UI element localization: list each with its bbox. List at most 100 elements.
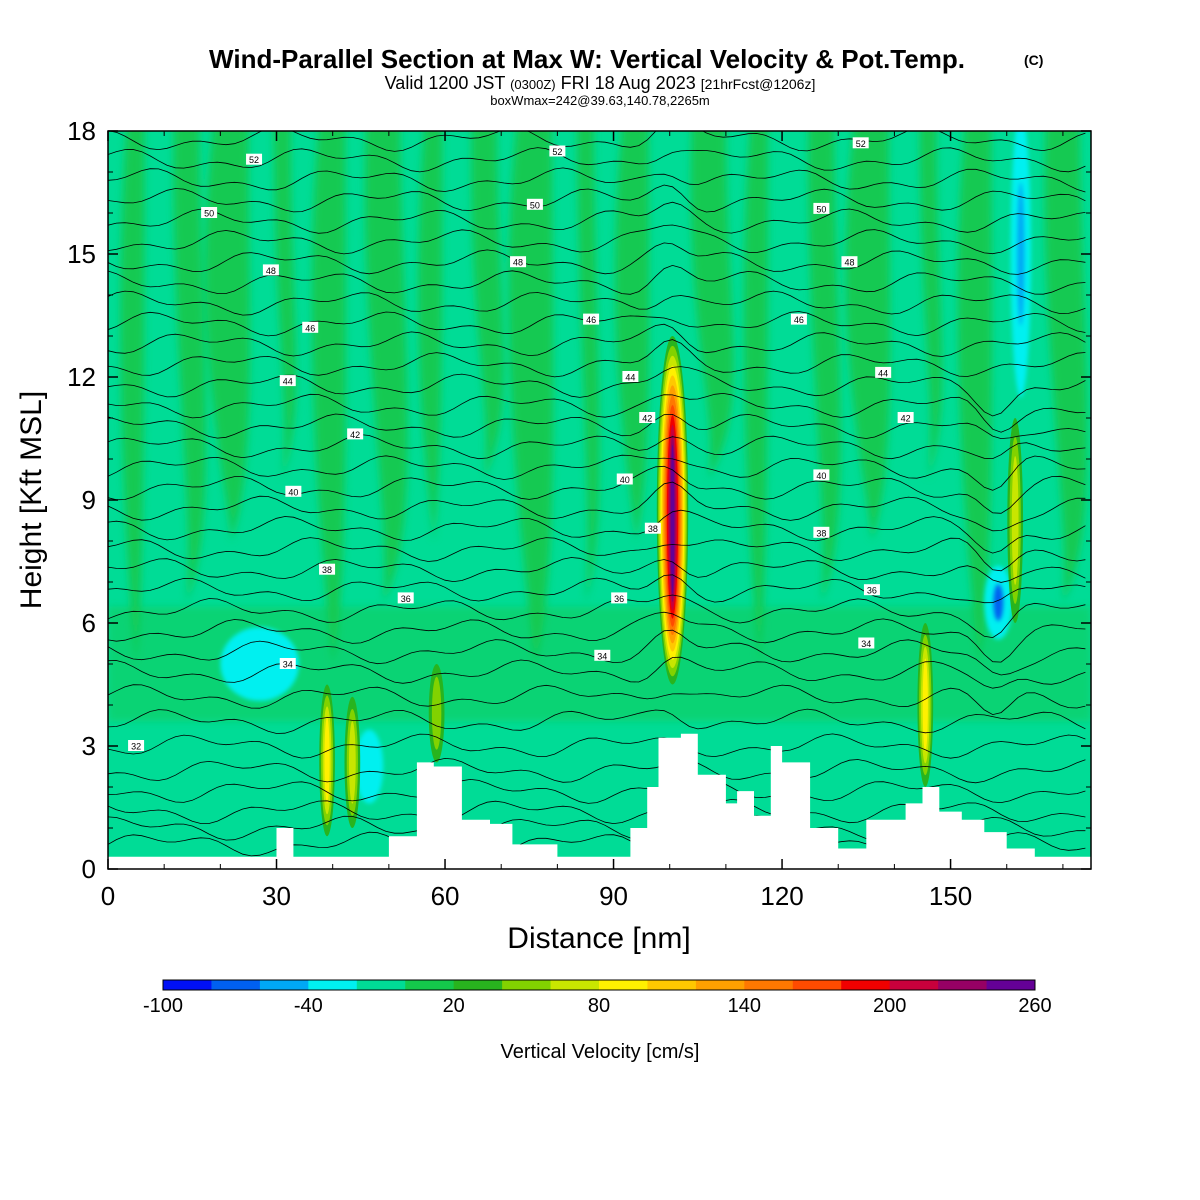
theta-label-box — [622, 371, 639, 382]
theta-label-text: 44 — [878, 368, 888, 378]
updraft-level — [670, 444, 675, 594]
x-tick: 0 — [101, 131, 115, 911]
theta-label-text: 36 — [867, 586, 877, 596]
colorbar-swatch — [550, 980, 600, 990]
theta-contour — [108, 413, 1086, 440]
theta-contour — [108, 339, 1086, 378]
plot-background — [108, 131, 1091, 869]
theta-contour — [108, 454, 1086, 491]
y-tick-label: 6 — [82, 608, 96, 638]
colorbar-swatch — [986, 980, 1036, 990]
theta-contour-label: 50 — [813, 202, 830, 214]
theta-label-text: 52 — [249, 155, 259, 165]
terrain — [108, 733, 1091, 869]
downdraft-core — [245, 645, 274, 683]
theta-label-box — [852, 137, 869, 149]
theta-label-text: 50 — [204, 209, 214, 219]
x-axis-label: Distance [nm] — [507, 922, 690, 955]
theta-contour — [108, 509, 1086, 554]
theta-label-text: 50 — [530, 200, 540, 210]
theta-label-box — [279, 375, 296, 387]
theta-label-text: 46 — [794, 315, 804, 325]
theta-contour — [108, 611, 1086, 663]
theta-contour-label: 34 — [594, 649, 611, 661]
theta-contour-label: 42 — [347, 428, 364, 440]
theta-label-text: 38 — [648, 524, 658, 534]
theta-label-box — [790, 313, 807, 325]
theta-label-text: 42 — [642, 414, 652, 424]
downdraft-core — [364, 748, 375, 785]
theta-label-box — [347, 428, 364, 440]
x-tick-label: 120 — [760, 881, 803, 911]
theta-label-box — [875, 366, 892, 378]
theta-contour-label: 40 — [285, 485, 302, 497]
theta-label-box — [863, 584, 880, 596]
y-axis-label: Height [Kft MSL] — [15, 391, 48, 609]
colorbar-swatch — [695, 980, 745, 990]
y-tick: 15 — [67, 239, 1091, 269]
theta-label-text: 52 — [856, 139, 866, 149]
colorbar-tick-label: -100 — [143, 995, 183, 1017]
subtitle-date: FRI 18 Aug 2023 — [561, 73, 696, 93]
colorbar-tick-label: 80 — [588, 995, 610, 1017]
colorbar-tick-label: -40 — [294, 995, 323, 1017]
green-band — [173, 131, 206, 603]
colorbar-swatch — [938, 980, 988, 990]
theta-label-text: 48 — [844, 258, 854, 268]
green-band — [957, 131, 992, 664]
theta-contour — [108, 684, 1086, 716]
theta-contour — [108, 184, 1086, 213]
theta-contour-label: 48 — [262, 264, 279, 276]
theta-contour — [108, 366, 1086, 417]
colorbar-swatch — [405, 980, 455, 990]
theta-label-text: 40 — [620, 475, 630, 485]
theta-label-box — [510, 256, 527, 268]
colorbar-swatch — [308, 980, 358, 990]
downdraft-core — [993, 584, 1004, 621]
green-band — [690, 131, 734, 480]
theta-label-text: 46 — [305, 323, 315, 333]
colorbar-tick-label: 20 — [443, 995, 465, 1017]
theta-label-box — [616, 473, 633, 485]
theta-contour-label: 46 — [583, 313, 600, 325]
theta-contour-label: 36 — [611, 592, 628, 604]
x-axis: 0 30 60 90 120 150 — [101, 131, 1064, 911]
green-band — [808, 131, 841, 603]
theta-label-text: 50 — [816, 204, 826, 214]
y-tick-label: 18 — [67, 116, 96, 146]
theta-contour-label: 52 — [852, 137, 869, 149]
subtitle-forecast: [21hrFcst@1206z] — [701, 76, 816, 92]
theta-contour — [108, 290, 1086, 316]
downdraft-core — [1017, 182, 1025, 326]
theta-label-box — [813, 526, 830, 538]
theta-label-text: 36 — [614, 594, 624, 604]
x-tick-label: 150 — [929, 881, 972, 911]
theta-label-box — [128, 740, 145, 751]
colorbar-tick-label: 140 — [728, 995, 761, 1017]
green-band — [273, 131, 297, 480]
theta-contour — [108, 708, 1086, 734]
theta-contour-label: 40 — [813, 469, 830, 481]
theta-contour-label: 42 — [639, 412, 656, 424]
theta-label-box — [549, 145, 566, 157]
theta-label-text: 32 — [131, 742, 141, 752]
green-band — [418, 131, 443, 541]
theta-label-text: 34 — [861, 639, 871, 649]
theta-label-text: 42 — [350, 430, 360, 440]
updraft-level — [922, 658, 928, 752]
box-wmax-text: boxWmax=242@39.63,140.78,2265m — [490, 93, 710, 108]
theta-contour-labels: 32 34 34 34 36 36 36 38 38 38 40 40 40 42 42 42 44 44 44 46… — [128, 137, 914, 752]
theta-label-text: 46 — [586, 315, 596, 325]
green-band — [919, 131, 943, 480]
theta-contour-label: 50 — [201, 207, 218, 219]
x-tick-label: 60 — [431, 881, 460, 911]
theta-label-box — [319, 563, 336, 575]
theta-contour-label: 46 — [302, 321, 319, 333]
theta-label-box — [279, 658, 296, 669]
theta-contour — [108, 481, 1086, 532]
theta-label-box — [262, 264, 279, 276]
colorbar-swatch — [599, 980, 648, 990]
colorbar-swatch — [356, 980, 406, 990]
theta-label-box — [583, 313, 600, 325]
